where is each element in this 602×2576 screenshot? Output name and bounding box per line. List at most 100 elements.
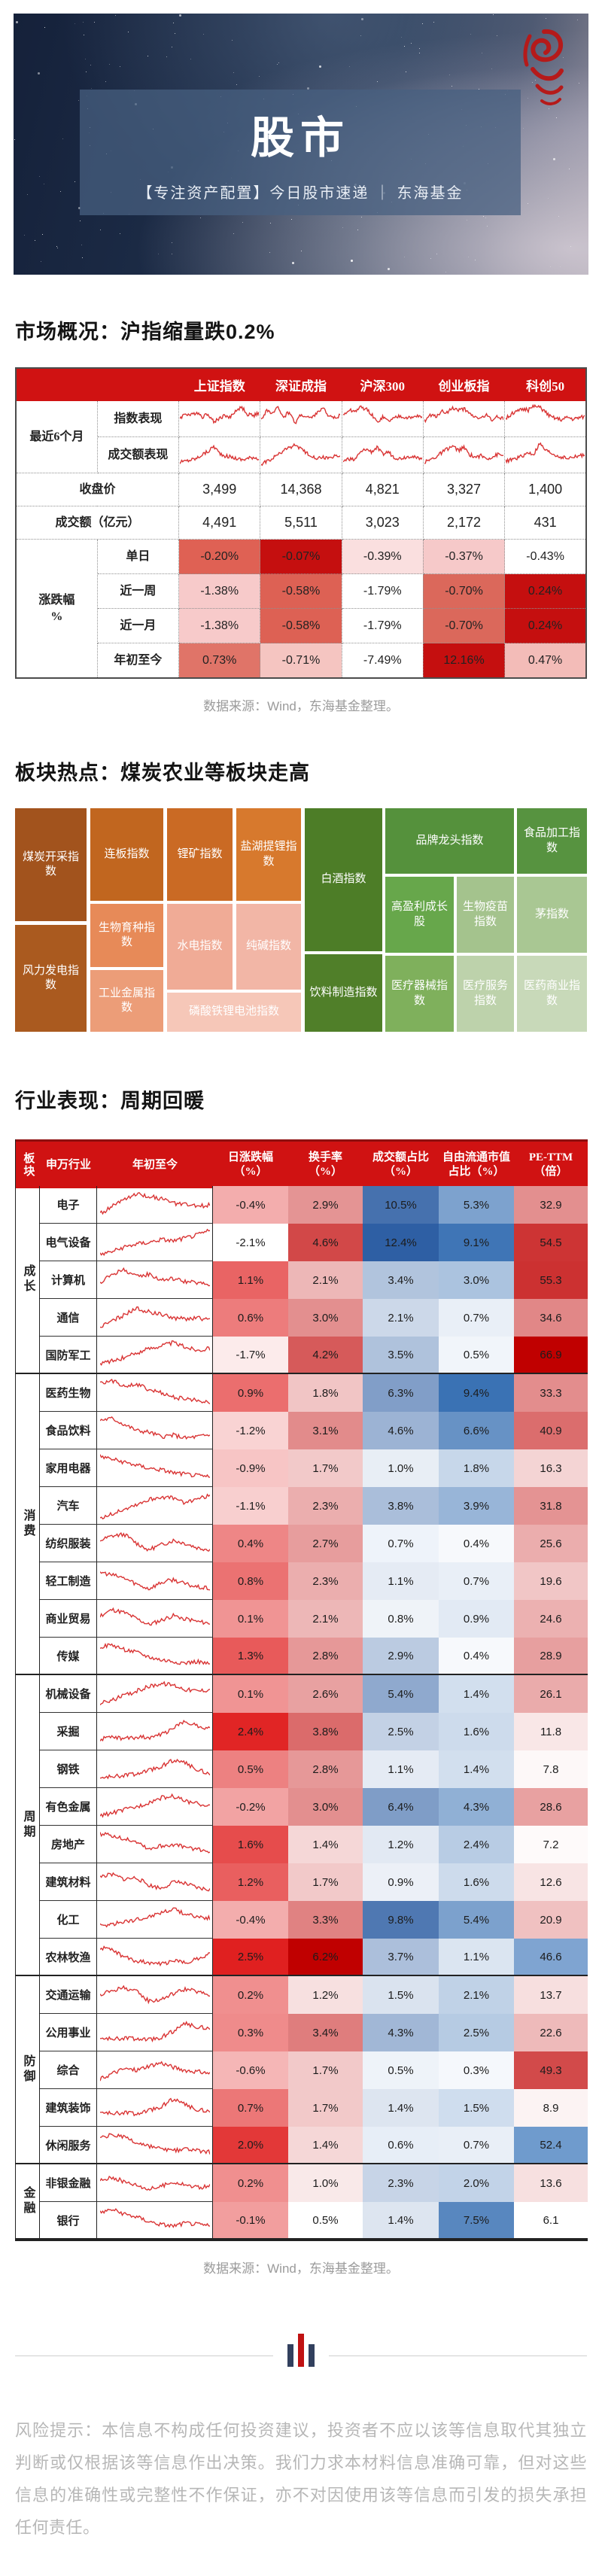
industry-value-cell: 3.5%: [363, 1337, 439, 1374]
industry-value-cell: 11.8: [514, 1713, 588, 1750]
industry-sparkline-cell: [97, 1638, 213, 1675]
change-value-cell: -1.38%: [178, 608, 261, 643]
industry-value-cell: 32.9: [514, 1186, 588, 1224]
industry-name: 建筑装饰: [40, 2089, 97, 2127]
industry-value-cell: 0.9%: [363, 1863, 439, 1901]
industry-sparkline-cell: [97, 1299, 213, 1337]
industry-sparkline-cell: [97, 1186, 213, 1224]
industry-value-cell: 0.4%: [439, 1525, 514, 1562]
industry-value-cell: 1.4%: [288, 1826, 363, 1863]
sparkline-chart: [99, 1191, 210, 1215]
industry-name: 休闲服务: [40, 2127, 97, 2164]
market-index-header: 沪深300: [341, 367, 424, 401]
industry-value-cell: 46.6: [514, 1939, 588, 1976]
amount-sparkline-cell: [260, 436, 342, 473]
sparkline-chart: [342, 405, 423, 423]
risk-disclaimer: 风险提示：本信息不构成任何投资建议，投资者不应以该等信息取代其独立判断或仅根据该…: [15, 2421, 587, 2537]
industry-value-cell: 2.1%: [439, 1976, 514, 2014]
change-value-cell: -0.43%: [504, 539, 587, 574]
industry-value-cell: 1.1%: [213, 1261, 288, 1299]
industry-name: 钢铁: [40, 1750, 97, 1788]
sparkline-chart: [99, 1831, 210, 1854]
industry-sparkline-cell: [97, 1449, 213, 1487]
sparkline-chart: [99, 1228, 210, 1256]
sparkline-chart: [99, 2097, 210, 2116]
sparkline-chart: [99, 1642, 210, 1665]
industry-name: 综合: [40, 2051, 97, 2089]
industry-value-cell: 22.6: [514, 2014, 588, 2051]
industry-value-cell: 9.1%: [439, 1224, 514, 1261]
sparkline-chart: [99, 1267, 210, 1286]
sparkline-chart: [505, 442, 585, 464]
industry-value-cell: 12.4%: [363, 1224, 439, 1261]
industry-value-cell: 20.9: [514, 1901, 588, 1939]
industry-sparkline-cell: [97, 2051, 213, 2089]
section-sector-heading: 板块热点：煤炭农业等板块走高: [15, 762, 310, 784]
close-price-cell: 1,400: [504, 473, 587, 506]
industry-sparkline-cell: [97, 1412, 213, 1449]
industry-name: 交通运输: [40, 1976, 97, 2014]
sparkline-chart: [424, 444, 504, 464]
sparkline-chart: [99, 2060, 210, 2081]
industry-value-cell: 13.7: [514, 1976, 588, 2014]
industry-sparkline-cell: [97, 1487, 213, 1525]
page-title: 股市: [250, 114, 350, 163]
industry-value-cell: 1.7%: [288, 2051, 363, 2089]
industry-name: 国防军工: [40, 1337, 97, 1374]
industry-value-cell: 7.5%: [439, 2202, 514, 2240]
industry-col-header: PE-TTM （倍）: [514, 1139, 588, 1188]
industry-value-cell: 1.1%: [363, 1750, 439, 1788]
industry-value-cell: 2.4%: [439, 1826, 514, 1863]
industry-sparkline-cell: [97, 1675, 213, 1713]
industry-value-cell: 26.1: [514, 1675, 588, 1713]
industry-value-cell: 2.9%: [288, 1186, 363, 1224]
sparkline-chart: [179, 406, 260, 424]
industry-name: 医药生物: [40, 1374, 97, 1412]
industry-name: 通信: [40, 1299, 97, 1337]
industry-value-cell: 0.8%: [213, 1562, 288, 1600]
industry-value-cell: -0.2%: [213, 1788, 288, 1826]
industry-value-cell: 5.3%: [439, 1186, 514, 1224]
industry-value-cell: 0.7%: [439, 1299, 514, 1337]
industry-value-cell: 2.4%: [213, 1713, 288, 1750]
index-sparkline-cell: [341, 400, 424, 437]
industry-value-cell: 1.6%: [439, 1863, 514, 1901]
sparkline-chart: [260, 406, 341, 424]
close-price-cell: 4,821: [341, 473, 424, 506]
industry-sparkline-cell: [97, 1374, 213, 1412]
sector-tile: 磷酸铁锂电池指数: [167, 993, 301, 1032]
sector-tile: 纯碱指数: [236, 904, 301, 990]
industry-value-cell: 6.2%: [288, 1939, 363, 1976]
industry-sparkline-cell: [97, 1600, 213, 1638]
industry-value-cell: 0.7%: [213, 2089, 288, 2127]
industry-value-cell: -1.7%: [213, 1337, 288, 1374]
sector-tile: 高盈利成长股: [385, 877, 454, 953]
market-index-header: 科创50: [504, 367, 587, 401]
industry-value-cell: 6.4%: [363, 1788, 439, 1826]
market-index-header: 创业板指: [422, 367, 506, 401]
industry-value-cell: 1.6%: [213, 1826, 288, 1863]
change-value-cell: -1.79%: [341, 573, 424, 609]
industry-value-cell: 54.5: [514, 1224, 588, 1261]
logo-bar-red: [298, 2334, 304, 2367]
sparkline-chart: [99, 1907, 210, 1927]
industry-value-cell: 66.9: [514, 1337, 588, 1374]
industry-sparkline-cell: [97, 1525, 213, 1562]
industry-col-header: 年初至今: [97, 1139, 213, 1188]
sector-tile: 煤炭开采指数: [15, 808, 87, 921]
industry-value-cell: 1.3%: [213, 1638, 288, 1675]
market-amount-row: 成交额（亿元） 4,491 5,511 3,023 2,172 431: [15, 506, 587, 540]
industry-performance-table: 板块 申万行业 年初至今 日涨跌幅 （%） 换手率 （%） 成交额占比 （%） 自由流通市值…: [15, 1139, 588, 2241]
industry-col-header: 板块: [16, 1139, 40, 1188]
industry-value-cell: -0.4%: [213, 1901, 288, 1939]
turnover-amount-cell: 4,491: [178, 506, 261, 540]
industry-sparkline-cell: [97, 1939, 213, 1976]
industry-value-cell: 1.4%: [439, 1675, 514, 1713]
industry-value-cell: 2.9%: [363, 1638, 439, 1675]
change-value-cell: 0.24%: [504, 573, 587, 609]
sector-tile: 生物育种指数: [90, 904, 163, 967]
change-value-cell: 12.16%: [422, 643, 506, 679]
industry-name: 计算机: [40, 1261, 97, 1299]
sparkline-chart: [99, 1306, 210, 1328]
